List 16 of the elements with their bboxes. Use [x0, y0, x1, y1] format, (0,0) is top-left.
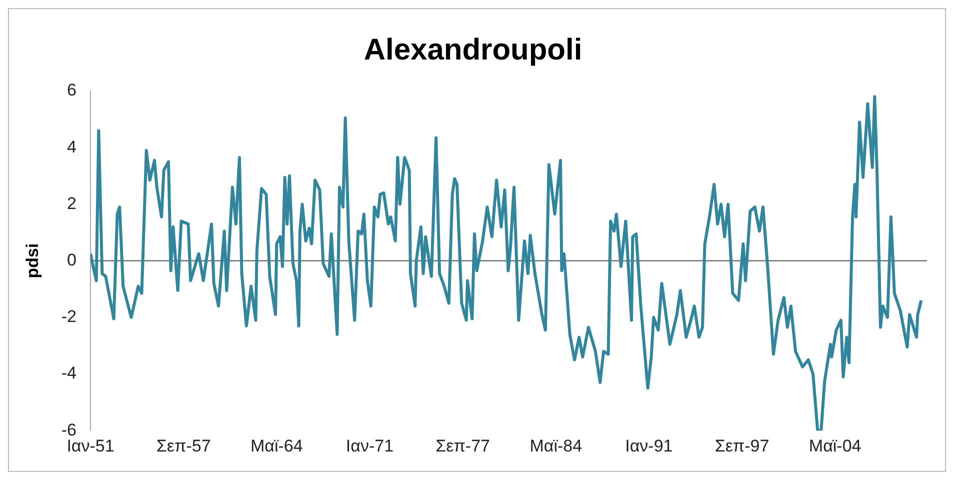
y-tick-label: 0 [67, 250, 77, 270]
y-tick-label: -4 [61, 364, 77, 383]
y-tick-label: 4 [67, 137, 77, 156]
x-tick-label: Μαϊ-04 [808, 436, 862, 456]
y-tick-label: -2 [61, 307, 77, 326]
x-tick-label: Ιαν-91 [625, 436, 673, 456]
x-tick-label: Μαϊ-64 [250, 436, 303, 456]
x-tick-label: Ιαν-71 [346, 436, 394, 456]
x-tick-label: Σεπ-97 [714, 436, 770, 456]
x-tick-label: Σεπ-57 [156, 436, 211, 456]
y-tick-label: 2 [67, 194, 77, 213]
chart-title: Alexandroupoli [364, 33, 582, 66]
x-tick-label: Μαϊ-84 [530, 436, 582, 456]
y-tick-label: 6 [67, 80, 77, 100]
x-tick-label: Σεπ-77 [436, 436, 490, 456]
y-axis-title: pdsi [22, 243, 42, 278]
